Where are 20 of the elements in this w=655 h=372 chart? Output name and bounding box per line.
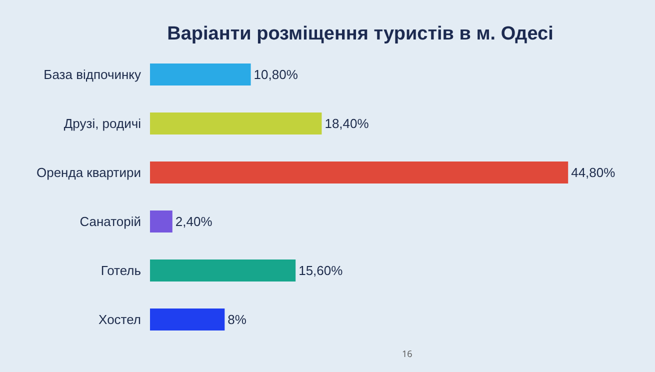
data-label: 18,40% [324,116,370,132]
bar [150,308,225,331]
y-tick-label: База відпочинку [44,67,142,82]
y-tick-label: Оренда квартири [36,165,141,180]
bar [150,63,251,86]
data-label: 15,60% [298,263,344,278]
bar [150,210,172,233]
y-tick-label: Друзі, родичі [64,116,142,132]
y-tick-label: Санаторій [80,214,141,230]
text: 16 [402,347,412,360]
bar [150,161,568,184]
data-label: 10,80% [254,67,298,82]
data-label: 2,40% [175,214,213,230]
bar [150,112,322,135]
y-tick-label: Хостел [98,312,141,328]
bar [150,259,296,282]
y-tick-label: Готель [100,263,142,278]
data-label: 44,80% [571,165,616,180]
data-label: 8% [228,312,247,328]
chart-title: Варіанти розміщення туристів в м. Одесі [167,23,554,44]
